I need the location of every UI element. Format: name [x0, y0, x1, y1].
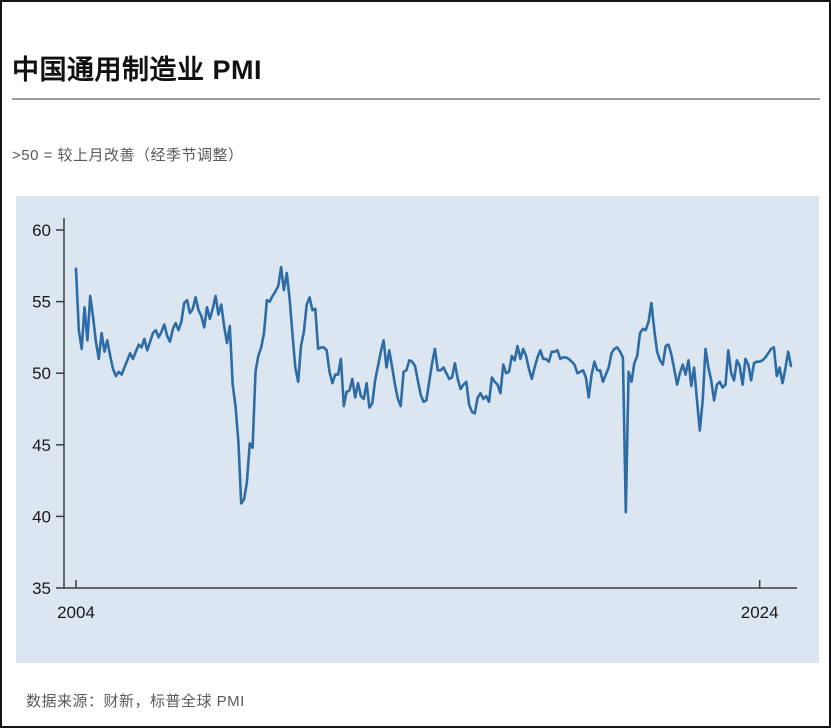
y-tick-label: 45 [32, 436, 51, 455]
y-tick-label: 50 [32, 364, 51, 383]
x-tick-label: 2004 [57, 603, 95, 622]
chart-title: 中国通用制造业 PMI [12, 55, 263, 86]
source-note: 数据来源：财新，标普全球 PMI [26, 693, 245, 710]
title-divider [12, 98, 820, 100]
pmi-line-chart: 60 55 50 45 40 35 2004 2024 [32, 218, 797, 622]
y-tick-label: 55 [32, 293, 51, 312]
y-tick-label: 40 [32, 507, 51, 526]
y-tick-label: 35 [32, 579, 51, 598]
x-tick-label: 2024 [741, 603, 779, 622]
chart-area: 60 55 50 45 40 35 2004 2024 [16, 196, 819, 663]
y-tick-label: 60 [32, 221, 51, 240]
chart-subtitle: >50 = 较上月改善（经季节调整） [12, 147, 244, 164]
pmi-series-line [74, 265, 793, 514]
